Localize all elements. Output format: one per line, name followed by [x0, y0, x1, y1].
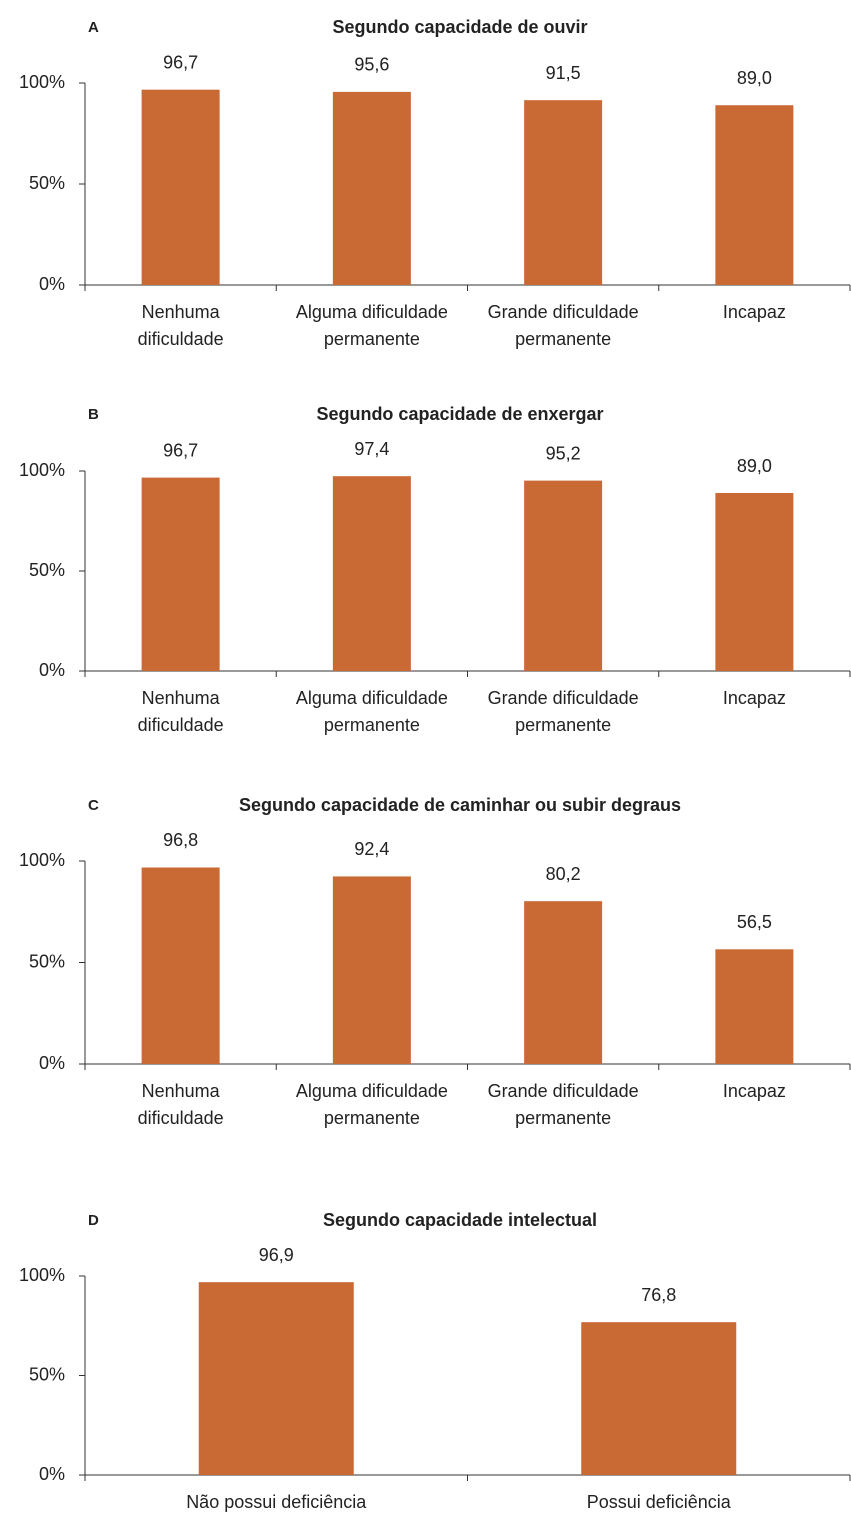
x-tick-label: Alguma dificuldade permanente: [295, 688, 448, 735]
bar: [332, 91, 411, 285]
panel-letter: C: [88, 797, 99, 814]
y-tick-label: 50%: [29, 951, 65, 971]
y-tick-label: 100%: [19, 850, 65, 870]
value-label: 91,5: [546, 63, 581, 83]
x-tick-label: Incapaz: [722, 688, 786, 708]
value-label: 95,2: [546, 443, 581, 463]
y-tick-label: 0%: [39, 274, 65, 294]
y-tick-label: 100%: [19, 460, 65, 480]
panel-letter: D: [88, 1212, 99, 1229]
x-tick-label: Não possui deficiência: [186, 1492, 367, 1512]
chart-title: Segundo capacidade de ouvir: [332, 17, 587, 37]
value-label: 76,8: [641, 1285, 676, 1305]
bar: [198, 1282, 354, 1475]
x-tick-label: Nenhuma dificuldade: [137, 1081, 224, 1128]
bar: [715, 949, 794, 1064]
y-tick-label: 0%: [39, 1053, 65, 1073]
y-tick-label: 0%: [39, 660, 65, 680]
chart-title: Segundo capacidade intelectual: [323, 1210, 597, 1230]
value-label: 97,4: [354, 439, 389, 459]
x-tick-label: Nenhuma dificuldade: [137, 688, 224, 735]
bar: [524, 901, 603, 1064]
bar: [141, 477, 220, 671]
bar: [141, 867, 220, 1064]
value-label: 56,5: [737, 912, 772, 932]
bar: [581, 1322, 737, 1475]
panel-letter: B: [88, 406, 99, 423]
value-label: 89,0: [737, 68, 772, 88]
bar: [524, 480, 603, 671]
y-tick-label: 50%: [29, 173, 65, 193]
bar: [715, 493, 794, 671]
x-tick-label: Nenhuma dificuldade: [137, 302, 224, 349]
bar: [141, 89, 220, 285]
y-tick-label: 100%: [19, 1265, 65, 1285]
x-tick-label: Grande dificuldade permanente: [487, 688, 639, 735]
bar: [332, 476, 411, 671]
x-tick-label: Alguma dificuldade permanente: [295, 1081, 448, 1128]
x-tick-label: Incapaz: [722, 1081, 786, 1101]
y-tick-label: 50%: [29, 560, 65, 580]
value-label: 96,7: [163, 52, 198, 72]
bar: [524, 100, 603, 285]
y-tick-label: 50%: [29, 1364, 65, 1384]
value-label: 92,4: [354, 839, 389, 859]
value-label: 95,6: [354, 55, 389, 75]
x-tick-label: Grande dificuldade permanente: [487, 302, 639, 349]
x-tick-label: Grande dificuldade permanente: [487, 1081, 639, 1128]
y-tick-label: 100%: [19, 72, 65, 92]
chart-title: Segundo capacidade de enxergar: [316, 404, 603, 424]
x-tick-label: Possui deficiência: [586, 1492, 731, 1512]
bar: [715, 105, 794, 285]
value-label: 96,8: [163, 830, 198, 850]
y-tick-label: 0%: [39, 1464, 65, 1484]
x-tick-label: Alguma dificuldade permanente: [295, 302, 448, 349]
x-tick-label: Incapaz: [722, 302, 786, 322]
value-label: 96,7: [163, 440, 198, 460]
bar: [332, 876, 411, 1064]
value-label: 89,0: [737, 456, 772, 476]
chart-title: Segundo capacidade de caminhar ou subir …: [239, 795, 681, 815]
value-label: 96,9: [259, 1245, 294, 1265]
value-label: 80,2: [546, 864, 581, 884]
panel-letter: A: [88, 19, 99, 36]
